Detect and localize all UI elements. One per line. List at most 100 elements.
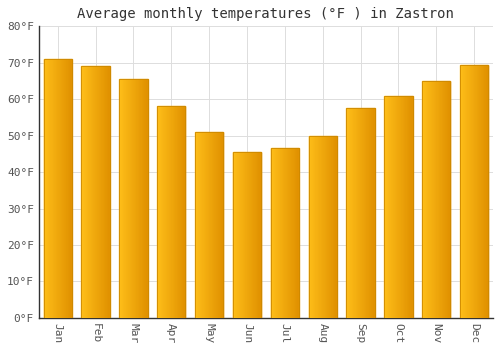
Bar: [366, 108, 367, 318]
Bar: [287, 148, 288, 318]
Bar: [334, 136, 335, 318]
Bar: [328, 136, 329, 318]
Bar: [211, 132, 212, 318]
Bar: [322, 136, 324, 318]
Bar: [485, 64, 486, 318]
Bar: [354, 108, 355, 318]
Bar: [425, 81, 426, 318]
Bar: [439, 81, 440, 318]
Bar: [396, 96, 398, 318]
Bar: [481, 64, 482, 318]
Bar: [195, 132, 224, 318]
Bar: [185, 106, 186, 318]
Bar: [360, 108, 361, 318]
Bar: [316, 136, 317, 318]
Bar: [136, 79, 137, 318]
Bar: [223, 132, 224, 318]
Bar: [347, 108, 348, 318]
Bar: [85, 66, 86, 318]
Bar: [403, 96, 404, 318]
Bar: [473, 64, 474, 318]
Bar: [202, 132, 203, 318]
Bar: [359, 108, 360, 318]
Bar: [82, 66, 83, 318]
Bar: [255, 152, 256, 318]
Bar: [127, 79, 128, 318]
Bar: [168, 106, 169, 318]
Bar: [184, 106, 185, 318]
Bar: [355, 108, 356, 318]
Bar: [290, 148, 291, 318]
Bar: [437, 81, 438, 318]
Bar: [104, 66, 105, 318]
Bar: [105, 66, 106, 318]
Bar: [384, 96, 412, 318]
Bar: [235, 152, 236, 318]
Bar: [130, 79, 131, 318]
Bar: [479, 64, 480, 318]
Bar: [159, 106, 160, 318]
Bar: [332, 136, 333, 318]
Bar: [165, 106, 166, 318]
Bar: [173, 106, 174, 318]
Bar: [283, 148, 284, 318]
Bar: [201, 132, 202, 318]
Bar: [275, 148, 276, 318]
Bar: [294, 148, 295, 318]
Bar: [277, 148, 278, 318]
Bar: [391, 96, 392, 318]
Bar: [139, 79, 140, 318]
Bar: [60, 59, 61, 318]
Bar: [448, 81, 449, 318]
Bar: [278, 148, 279, 318]
Bar: [431, 81, 432, 318]
Bar: [212, 132, 213, 318]
Bar: [408, 96, 409, 318]
Bar: [180, 106, 181, 318]
Bar: [433, 81, 434, 318]
Bar: [259, 152, 260, 318]
Bar: [470, 64, 472, 318]
Bar: [317, 136, 318, 318]
Bar: [206, 132, 207, 318]
Bar: [286, 148, 287, 318]
Bar: [119, 79, 148, 318]
Bar: [364, 108, 365, 318]
Bar: [441, 81, 442, 318]
Bar: [409, 96, 410, 318]
Bar: [466, 64, 468, 318]
Bar: [132, 79, 133, 318]
Bar: [295, 148, 296, 318]
Bar: [484, 64, 485, 318]
Bar: [371, 108, 372, 318]
Bar: [108, 66, 109, 318]
Bar: [284, 148, 285, 318]
Bar: [92, 66, 94, 318]
Bar: [386, 96, 387, 318]
Bar: [443, 81, 444, 318]
Bar: [444, 81, 445, 318]
Bar: [137, 79, 138, 318]
Bar: [178, 106, 179, 318]
Bar: [465, 64, 466, 318]
Bar: [124, 79, 125, 318]
Bar: [308, 136, 337, 318]
Bar: [270, 148, 271, 318]
Bar: [468, 64, 469, 318]
Bar: [141, 79, 142, 318]
Bar: [373, 108, 374, 318]
Bar: [298, 148, 299, 318]
Bar: [69, 59, 70, 318]
Bar: [252, 152, 253, 318]
Bar: [314, 136, 315, 318]
Bar: [251, 152, 252, 318]
Bar: [329, 136, 330, 318]
Bar: [442, 81, 443, 318]
Bar: [102, 66, 103, 318]
Bar: [222, 132, 223, 318]
Bar: [126, 79, 127, 318]
Bar: [463, 64, 464, 318]
Bar: [260, 152, 261, 318]
Bar: [362, 108, 363, 318]
Bar: [464, 64, 465, 318]
